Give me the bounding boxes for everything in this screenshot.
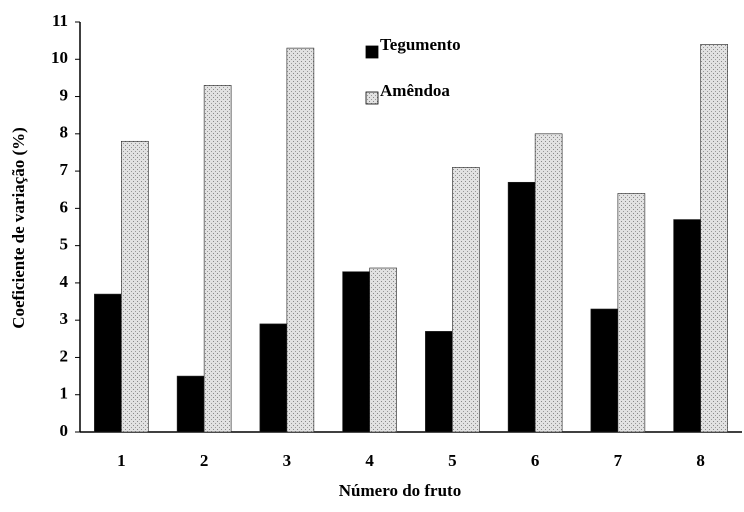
y-tick-label: 6: [60, 197, 69, 216]
bar: [425, 331, 453, 433]
bar: [507, 181, 536, 433]
y-tick-label: 0: [60, 421, 69, 440]
legend-swatch: [365, 91, 379, 105]
x-tick-label: 1: [117, 451, 126, 470]
y-tick-label: 2: [60, 346, 69, 365]
bar: [369, 267, 397, 433]
y-tick-label: 11: [52, 11, 68, 30]
x-tick-label: 5: [448, 451, 457, 470]
x-axis-label: Número do fruto: [339, 481, 461, 500]
y-axis-label: Coeficiente de variação (%): [9, 127, 28, 329]
bar: [452, 167, 480, 433]
y-tick-label: 5: [60, 235, 69, 254]
y-tick-label: 8: [60, 123, 69, 142]
y-tick-label: 9: [60, 85, 69, 104]
bar: [673, 219, 701, 433]
y-tick-label: 1: [60, 384, 69, 403]
y-tick-label: 7: [60, 160, 69, 179]
bar: [176, 375, 205, 433]
bar: [342, 271, 370, 433]
legend-swatch: [365, 45, 379, 59]
y-tick-label: 10: [51, 48, 68, 67]
bar: [121, 140, 149, 433]
x-tick-label: 3: [283, 451, 292, 470]
bar: [94, 293, 122, 433]
x-tick-label: 7: [614, 451, 623, 470]
bar: [700, 44, 728, 433]
bar: [259, 323, 288, 433]
x-tick-label: 4: [365, 451, 374, 470]
bar: [590, 308, 619, 433]
legend-label: Amêndoa: [380, 81, 450, 100]
bar: [617, 193, 646, 433]
bar: [286, 47, 315, 433]
x-tick-label: 8: [696, 451, 705, 470]
x-tick-label: 6: [531, 451, 540, 470]
y-tick-label: 3: [60, 309, 69, 328]
bar: [534, 133, 563, 433]
legend-label: Tegumento: [380, 35, 461, 54]
x-tick-label: 2: [200, 451, 209, 470]
y-tick-label: 4: [60, 272, 69, 291]
bar: [203, 85, 232, 433]
